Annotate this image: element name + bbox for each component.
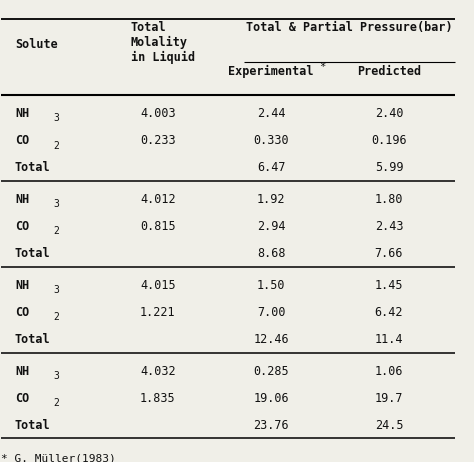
Text: 7.66: 7.66 (375, 247, 403, 260)
Text: 19.06: 19.06 (253, 392, 289, 405)
Text: * G. Müller(1983): * G. Müller(1983) (1, 454, 116, 462)
Text: CO: CO (15, 220, 29, 233)
Text: 4.003: 4.003 (140, 107, 175, 121)
Text: Total: Total (15, 247, 51, 260)
Text: 4.015: 4.015 (140, 279, 175, 292)
Text: 5.99: 5.99 (375, 162, 403, 175)
Text: 2: 2 (54, 312, 59, 322)
Text: 3: 3 (54, 199, 59, 209)
Text: 1.06: 1.06 (375, 365, 403, 378)
Text: *: * (319, 62, 325, 73)
Text: NH: NH (15, 193, 29, 206)
Text: 0.330: 0.330 (253, 134, 289, 147)
Text: 1.92: 1.92 (257, 193, 285, 206)
Text: 4.032: 4.032 (140, 365, 175, 378)
Text: 3: 3 (54, 114, 59, 123)
Text: 1.45: 1.45 (375, 279, 403, 292)
Text: 11.4: 11.4 (375, 333, 403, 346)
Text: 1.80: 1.80 (375, 193, 403, 206)
Text: NH: NH (15, 279, 29, 292)
Text: 0.285: 0.285 (253, 365, 289, 378)
Text: 3: 3 (54, 285, 59, 295)
Text: 12.46: 12.46 (253, 333, 289, 346)
Text: 6.42: 6.42 (375, 306, 403, 319)
Text: 2: 2 (54, 140, 59, 151)
Text: 1.50: 1.50 (257, 279, 285, 292)
Text: CO: CO (15, 306, 29, 319)
Text: 1.835: 1.835 (140, 392, 175, 405)
Text: Total: Total (15, 333, 51, 346)
Text: 2: 2 (54, 398, 59, 408)
Text: 1.221: 1.221 (140, 306, 175, 319)
Text: Predicted: Predicted (357, 65, 421, 78)
Text: 3: 3 (54, 371, 59, 381)
Text: 6.47: 6.47 (257, 162, 285, 175)
Text: 4.012: 4.012 (140, 193, 175, 206)
Text: Total: Total (15, 162, 51, 175)
Text: 2: 2 (54, 226, 59, 237)
Text: Total
Molality
in Liquid: Total Molality in Liquid (130, 21, 195, 64)
Text: CO: CO (15, 392, 29, 405)
Text: 0.196: 0.196 (371, 134, 407, 147)
Text: 24.5: 24.5 (375, 419, 403, 432)
Text: 2.40: 2.40 (375, 107, 403, 121)
Text: 0.815: 0.815 (140, 220, 175, 233)
Text: 8.68: 8.68 (257, 247, 285, 260)
Text: NH: NH (15, 365, 29, 378)
Text: 23.76: 23.76 (253, 419, 289, 432)
Text: Total: Total (15, 419, 51, 432)
Text: 7.00: 7.00 (257, 306, 285, 319)
Text: Total & Partial Pressure(bar): Total & Partial Pressure(bar) (246, 21, 453, 34)
Text: 2.94: 2.94 (257, 220, 285, 233)
Text: CO: CO (15, 134, 29, 147)
Text: 0.233: 0.233 (140, 134, 175, 147)
Text: Solute: Solute (15, 37, 58, 51)
Text: NH: NH (15, 107, 29, 121)
Text: Experimental: Experimental (228, 65, 314, 78)
Text: 2.44: 2.44 (257, 107, 285, 121)
Text: 2.43: 2.43 (375, 220, 403, 233)
Text: 19.7: 19.7 (375, 392, 403, 405)
